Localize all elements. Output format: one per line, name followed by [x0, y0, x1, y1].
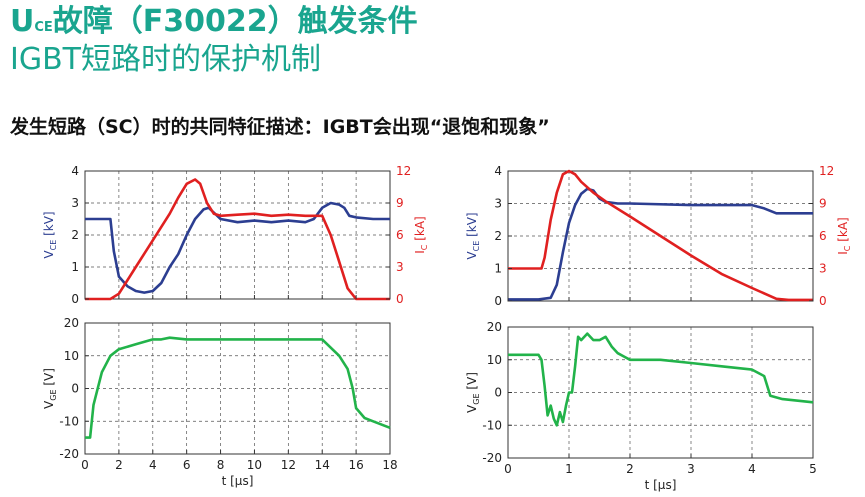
y-tick-label: -20: [59, 447, 79, 461]
x-tick-label: 2: [115, 458, 123, 472]
y-axis-label: VGE [V]: [42, 368, 58, 409]
x-tick-label: 6: [183, 458, 191, 472]
y-tick-label: 3: [494, 197, 502, 211]
y-tick-label: 4: [71, 164, 79, 178]
x-tick-label: 4: [748, 462, 756, 476]
series-line-2: [85, 178, 390, 301]
y2-tick-label: 0: [396, 292, 404, 306]
y-tick-label: 4: [494, 164, 502, 178]
x-tick-label: 12: [281, 458, 296, 472]
x-tick-label: 8: [217, 458, 225, 472]
series-line-2: [508, 169, 813, 302]
chart-panel-2: -20 -10 0 10 20 0 2 4 6 8 10 12 14 16 18 t [μs] VGE [V]: [42, 316, 398, 488]
y2-tick-label: 6: [819, 229, 827, 243]
y-tick-label: 10: [64, 349, 79, 363]
y-tick-label: 0: [71, 382, 79, 396]
y2-tick-label: 9: [819, 197, 827, 211]
y2-axis-label: IC [kA]: [836, 217, 852, 254]
y-tick-label: 10: [487, 353, 502, 367]
x-tick-label: 1: [565, 462, 573, 476]
y-axis-label: VCE [kV]: [465, 212, 481, 259]
y-tick-label: 0: [71, 292, 79, 306]
x-tick-label: 18: [382, 458, 397, 472]
y-tick-label: -20: [482, 451, 502, 465]
y-axis-label: VGE [V]: [465, 372, 481, 413]
x-tick-label: 5: [809, 462, 817, 476]
y2-tick-label: 3: [819, 262, 827, 276]
y-tick-label: 1: [71, 260, 79, 274]
y-tick-label: 2: [494, 229, 502, 243]
y2-axis-label: IC [kA]: [413, 216, 429, 253]
y2-tick-label: 6: [396, 228, 404, 242]
series-line-1: [508, 332, 814, 427]
page-subtitle: IGBT短路时的保护机制: [10, 42, 322, 77]
chart-panel-4: -20 -10 0 10 20 0 1 2 3 4 5 t [μs] VGE [V]: [465, 320, 817, 492]
x-tick-label: 3: [687, 462, 695, 476]
y-tick-label: -10: [59, 414, 79, 428]
x-tick-label: 10: [247, 458, 262, 472]
page-title: UCE故障（F30022）触发条件: [10, 4, 418, 39]
x-axis-label: t [μs]: [645, 478, 677, 492]
x-tick-label: 0: [81, 458, 89, 472]
y-tick-label: 2: [71, 228, 79, 242]
x-axis-label: t [μs]: [222, 474, 254, 488]
x-tick-label: 0: [504, 462, 512, 476]
description-text: 发生短路（SC）时的共同特征描述：IGBT会出现“退饱和现象”: [10, 116, 550, 138]
y-tick-label: 3: [71, 196, 79, 210]
y2-tick-label: 0: [819, 294, 827, 308]
y-tick-label: 0: [494, 386, 502, 400]
y-tick-label: 20: [64, 316, 79, 330]
series-line-1: [508, 187, 813, 301]
y-tick-label: 0: [494, 294, 502, 308]
y2-tick-label: 3: [396, 260, 404, 274]
y2-tick-label: 9: [396, 196, 404, 210]
y-axis-label: VCE [kV]: [42, 211, 58, 258]
x-tick-label: 14: [315, 458, 330, 472]
y2-tick-label: 12: [819, 164, 834, 178]
series-line-1: [85, 336, 391, 439]
y-tick-label: -10: [482, 418, 502, 432]
y-tick-label: 1: [494, 262, 502, 276]
x-tick-label: 2: [626, 462, 634, 476]
y-tick-label: 20: [487, 320, 502, 334]
x-tick-label: 16: [348, 458, 363, 472]
x-tick-label: 4: [149, 458, 157, 472]
y2-tick-label: 12: [396, 164, 411, 178]
